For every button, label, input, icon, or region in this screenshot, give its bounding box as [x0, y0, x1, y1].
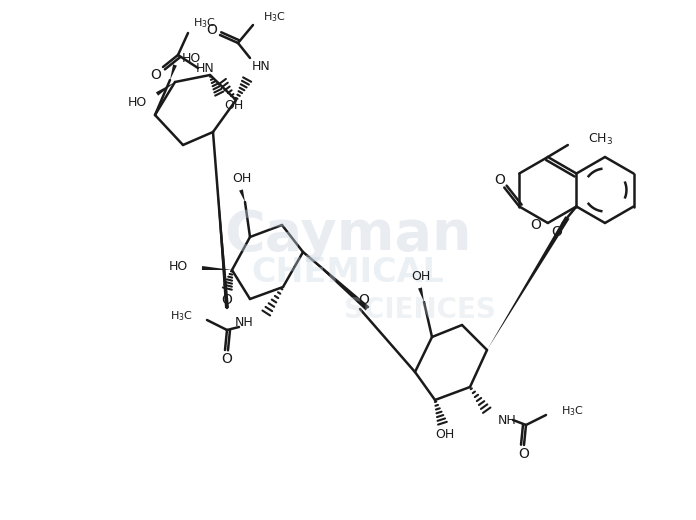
Text: SCIENCES: SCIENCES [344, 296, 496, 324]
Text: O: O [494, 173, 505, 187]
Polygon shape [487, 216, 569, 350]
Text: O: O [221, 352, 232, 366]
Text: HO: HO [168, 259, 188, 272]
Text: OH: OH [232, 172, 252, 185]
Text: CHEMICAL: CHEMICAL [251, 255, 445, 289]
Text: H$_3$C: H$_3$C [193, 16, 216, 30]
Polygon shape [202, 266, 232, 270]
Text: H$_3$C: H$_3$C [170, 309, 193, 323]
Polygon shape [418, 288, 424, 302]
Polygon shape [213, 132, 229, 308]
Text: OH: OH [224, 98, 243, 111]
Text: NH: NH [498, 413, 516, 426]
Polygon shape [303, 252, 368, 310]
Text: HO: HO [182, 51, 201, 64]
Text: O: O [150, 68, 161, 82]
Text: HO: HO [128, 96, 147, 109]
Text: O: O [221, 293, 232, 307]
Polygon shape [156, 82, 175, 96]
Polygon shape [170, 64, 177, 80]
Text: NH: NH [235, 317, 253, 330]
Text: O: O [207, 23, 217, 37]
Text: HN: HN [196, 61, 214, 74]
Polygon shape [239, 189, 245, 202]
Text: H$_3$C: H$_3$C [263, 10, 286, 24]
Text: CH$_3$: CH$_3$ [588, 132, 613, 147]
Text: O: O [519, 447, 530, 461]
Text: O: O [358, 293, 370, 307]
Text: O: O [551, 225, 562, 239]
Text: Cayman: Cayman [224, 208, 472, 262]
Text: OH: OH [411, 269, 431, 282]
Text: H$_3$C: H$_3$C [561, 404, 584, 418]
Text: HN: HN [252, 59, 271, 72]
Text: O: O [530, 218, 541, 232]
Text: OH: OH [436, 428, 454, 441]
